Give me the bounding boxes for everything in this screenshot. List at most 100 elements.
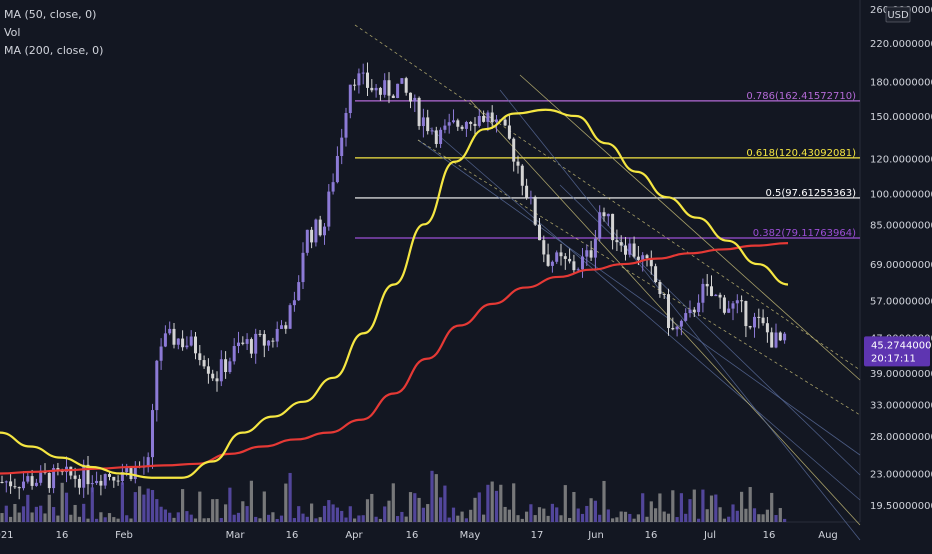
volume-bar xyxy=(305,516,309,522)
volume-bar xyxy=(331,504,335,522)
candle-body xyxy=(615,240,619,243)
candle-body xyxy=(108,474,111,477)
volume-bar xyxy=(520,518,524,522)
candle-body xyxy=(13,486,17,488)
candle-body xyxy=(477,115,481,126)
volume-bar xyxy=(73,504,77,522)
candle-body xyxy=(310,229,314,243)
volume-bar xyxy=(215,499,219,522)
candle-body xyxy=(370,87,374,91)
x-tick-label: 16 xyxy=(763,530,776,541)
volume-bar xyxy=(555,507,559,522)
volume-bar xyxy=(310,503,314,522)
last-price-badge xyxy=(864,336,930,367)
volume-bar xyxy=(761,514,765,522)
volume-bar xyxy=(185,511,189,522)
candle-body xyxy=(82,464,86,488)
ma50-legend[interactable]: MA (50, close, 0) xyxy=(4,8,97,21)
volume-bar xyxy=(568,517,572,522)
volume-bar xyxy=(314,518,318,522)
candle-body xyxy=(658,282,662,294)
channel-line xyxy=(559,184,861,476)
candle-body xyxy=(413,97,417,102)
currency-label: USD xyxy=(887,10,909,21)
candle-body xyxy=(783,333,787,341)
candle-body xyxy=(86,464,90,485)
volume-bar xyxy=(417,497,421,522)
candle-body xyxy=(232,346,236,362)
candle-body xyxy=(409,92,412,102)
volume-bar xyxy=(434,474,438,522)
volume-bar xyxy=(662,511,666,522)
volume-bar xyxy=(679,493,683,522)
candle-body xyxy=(271,340,275,342)
volume-bar xyxy=(142,494,146,522)
volume-bar xyxy=(464,518,468,522)
volume-bar xyxy=(52,507,56,522)
candle-body xyxy=(387,80,391,96)
candle-body xyxy=(761,317,765,324)
candle-body xyxy=(503,119,507,126)
ma200-legend[interactable]: MA (200, close, 0) xyxy=(4,44,104,57)
candle-body xyxy=(90,483,94,485)
candle-body xyxy=(675,326,679,330)
candle-body xyxy=(581,256,584,270)
countdown-timer: 20:17:11 xyxy=(871,353,916,364)
volume-bar xyxy=(357,515,361,522)
volume-bar xyxy=(348,506,352,522)
candle-body xyxy=(426,117,430,132)
candle-body xyxy=(374,87,378,91)
volume-bar xyxy=(340,510,344,522)
x-tick-label: Mar xyxy=(226,530,246,541)
candle-body xyxy=(748,326,752,328)
volume-bar xyxy=(688,499,692,522)
candle-body xyxy=(490,112,494,123)
volume-bar xyxy=(731,504,735,522)
candle-body xyxy=(284,325,288,329)
candle-body xyxy=(400,78,404,84)
candle-body xyxy=(701,283,705,303)
candle-body xyxy=(176,338,180,345)
volume-bar xyxy=(86,518,90,522)
candle-body xyxy=(589,250,593,258)
candle-body xyxy=(452,120,455,123)
candle-body xyxy=(684,313,688,321)
channel-line xyxy=(499,89,861,541)
volume-bar xyxy=(13,503,17,522)
volume-bar xyxy=(43,513,47,522)
volume-bar xyxy=(0,513,4,522)
volume-bar xyxy=(740,491,744,522)
fib-label: 0.786(162.41572710) xyxy=(746,91,856,102)
candle-body xyxy=(568,258,572,262)
volume-bar xyxy=(112,517,116,522)
volume-bar xyxy=(563,485,567,522)
candle-body xyxy=(550,261,554,266)
volume-bar xyxy=(228,487,232,522)
volume-bar xyxy=(26,494,30,522)
volume-bar xyxy=(279,515,284,522)
candle-body xyxy=(198,353,202,361)
candle-body xyxy=(641,255,645,260)
volume-bar xyxy=(133,492,137,522)
candle-body xyxy=(155,360,159,411)
candle-body xyxy=(439,129,443,144)
volume-bar xyxy=(666,513,671,522)
ma200-line xyxy=(0,242,789,475)
volume-bar xyxy=(155,499,159,522)
candle-body xyxy=(112,476,116,481)
volume-bar xyxy=(529,504,533,522)
candle-body xyxy=(559,252,563,257)
volume-bar xyxy=(125,515,129,522)
candle-body xyxy=(598,212,602,239)
candle-body xyxy=(305,229,309,253)
volume-bar xyxy=(430,470,434,522)
volume-bar xyxy=(602,480,606,522)
volume-bar xyxy=(181,489,185,522)
candle-body xyxy=(572,261,576,271)
candle-body xyxy=(215,378,219,382)
vol-legend[interactable]: Vol xyxy=(4,26,21,39)
candle-body xyxy=(714,294,718,297)
candle-body xyxy=(357,73,361,86)
